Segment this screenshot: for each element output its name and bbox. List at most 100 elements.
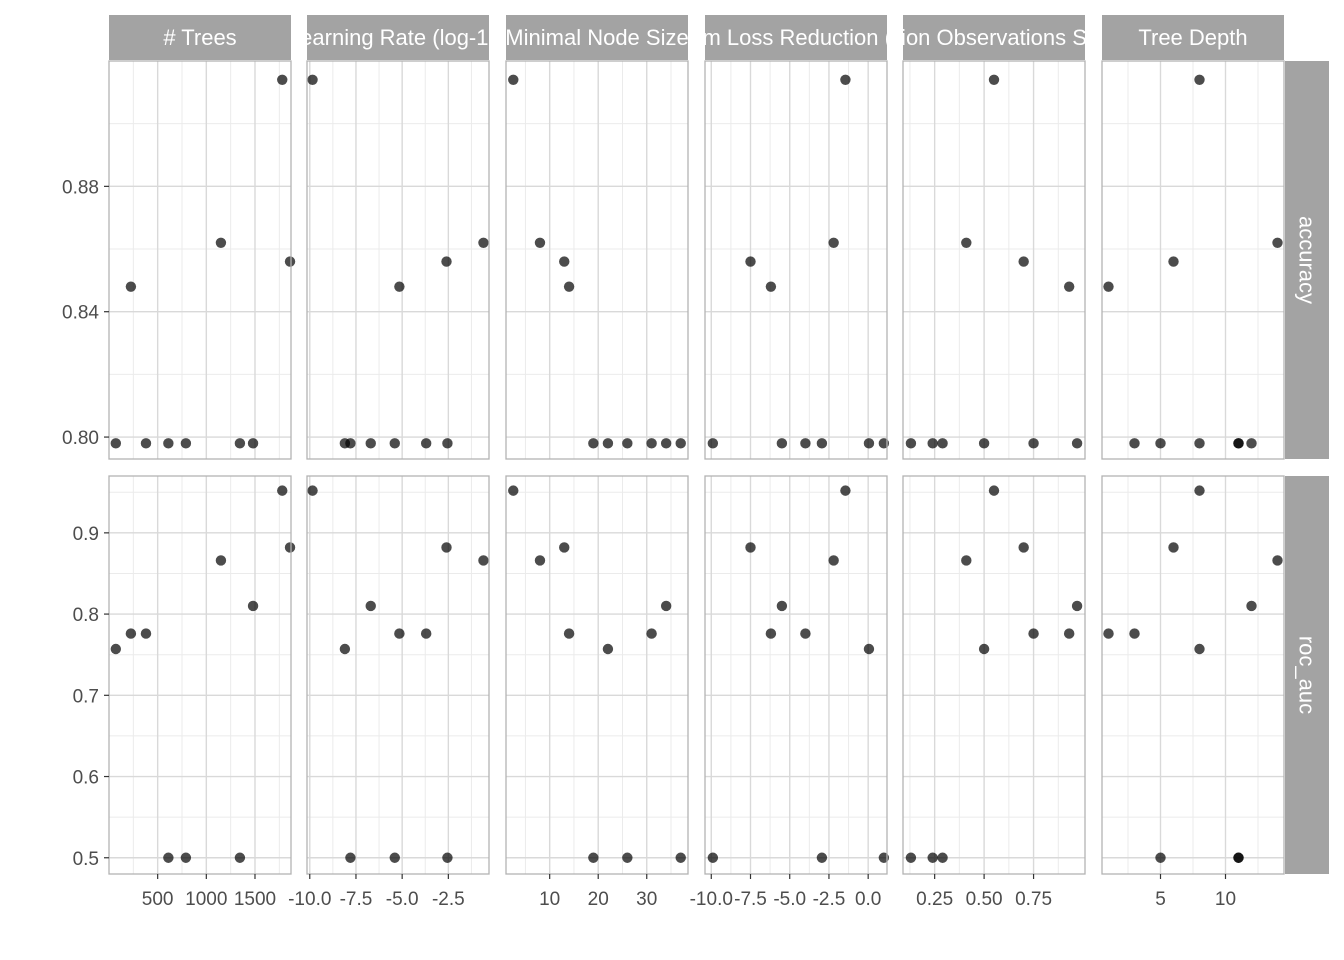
data-point [420, 628, 432, 639]
data-point [563, 628, 575, 639]
data-point [776, 438, 788, 449]
x-tick-label: 0.75 [1015, 889, 1052, 910]
data-point [1272, 555, 1283, 566]
panel-background [705, 61, 887, 459]
data-point [1194, 643, 1205, 655]
facet-strip-col-6: Tree Depth [1102, 15, 1284, 60]
facet-strip-bg [1285, 61, 1329, 459]
x-tick-label: -7.5 [340, 889, 373, 910]
data-point [1103, 281, 1114, 292]
x-tick-label: 1000 [185, 889, 227, 910]
panel-border [704, 60, 888, 460]
panel-accuracy-4 [704, 60, 890, 460]
data-point [389, 438, 400, 449]
data-point [622, 852, 633, 863]
data-point [602, 438, 614, 449]
data-point [508, 74, 519, 86]
data-point [978, 643, 990, 655]
data-point [339, 643, 351, 655]
data-point [180, 852, 192, 863]
data-point [442, 852, 453, 863]
facet-strip-label: Learning Rate (log-10) [288, 25, 508, 50]
data-point [1103, 628, 1114, 639]
data-point [110, 643, 122, 655]
data-point [1168, 542, 1179, 553]
data-point [345, 852, 356, 863]
data-point [660, 438, 672, 449]
data-point [988, 74, 1000, 86]
data-point [478, 237, 489, 248]
data-point [534, 555, 546, 566]
facet-strip-col-1: # Trees [109, 15, 291, 60]
data-point [234, 438, 246, 449]
data-point [559, 542, 570, 553]
data-point [840, 485, 851, 496]
facet-strip-bg [1102, 15, 1284, 60]
data-point [776, 600, 788, 612]
y-tick-label: 0.88 [62, 177, 99, 198]
data-point [125, 281, 137, 292]
data-point [284, 542, 296, 553]
data-point [394, 628, 405, 639]
data-point [247, 600, 259, 612]
panel-background [506, 476, 688, 874]
data-point [307, 485, 318, 496]
x-tick-label: -10.0 [288, 889, 331, 910]
data-point [905, 852, 917, 863]
data-point [1194, 74, 1205, 86]
facet-strip-bg [307, 15, 489, 60]
data-point [140, 438, 152, 449]
panel-border [306, 60, 490, 460]
facet-strip-label: roc_auc [1295, 636, 1320, 714]
data-point [1063, 628, 1075, 639]
panel-accuracy-1 [108, 60, 296, 460]
panel-roc_auc-1 [108, 475, 296, 875]
data-point [707, 438, 719, 449]
facet-strip-col-3: Minimal Node Size [506, 15, 688, 60]
data-point [863, 643, 875, 655]
data-point [180, 438, 192, 449]
panel-accuracy-3 [505, 60, 689, 460]
panel-border [902, 475, 1086, 875]
panel-border [1101, 60, 1285, 460]
panel-roc_auc-5 [902, 475, 1086, 875]
facet-strip-bg [109, 15, 291, 60]
panel-background [307, 476, 489, 874]
data-point [1233, 852, 1244, 863]
data-point [937, 438, 948, 449]
data-point [1155, 852, 1166, 863]
data-point [800, 438, 811, 449]
data-point [828, 237, 839, 248]
data-point [163, 438, 174, 449]
data-point [588, 852, 599, 863]
facet-strip-bg [903, 15, 1085, 60]
x-tick-label: 0.25 [916, 889, 953, 910]
y-tick-label: 0.9 [73, 524, 99, 545]
x-tick-label: -7.5 [734, 889, 767, 910]
data-point [215, 237, 227, 248]
data-point [1129, 628, 1140, 639]
panel-background [903, 61, 1085, 459]
x-tick-label: -2.5 [432, 889, 465, 910]
data-point [394, 281, 405, 292]
panel-roc_auc-2 [306, 475, 490, 875]
data-point [707, 852, 719, 863]
data-point [247, 438, 259, 449]
data-point [937, 852, 948, 863]
facet-strip-label: Proportion Observations Sampled [829, 25, 1159, 50]
panel-border [704, 475, 888, 875]
data-point [365, 438, 376, 449]
y-tick-label: 0.5 [73, 849, 99, 870]
data-point [365, 600, 376, 612]
data-point [828, 555, 839, 566]
data-point [163, 852, 174, 863]
data-point [215, 555, 227, 566]
x-tick-label: 1500 [234, 889, 276, 910]
data-point [1063, 281, 1075, 292]
data-point [765, 281, 777, 292]
x-tick-label: 5 [1155, 889, 1166, 910]
data-point [622, 438, 633, 449]
data-point [478, 555, 489, 566]
panel-accuracy-5 [902, 60, 1086, 460]
